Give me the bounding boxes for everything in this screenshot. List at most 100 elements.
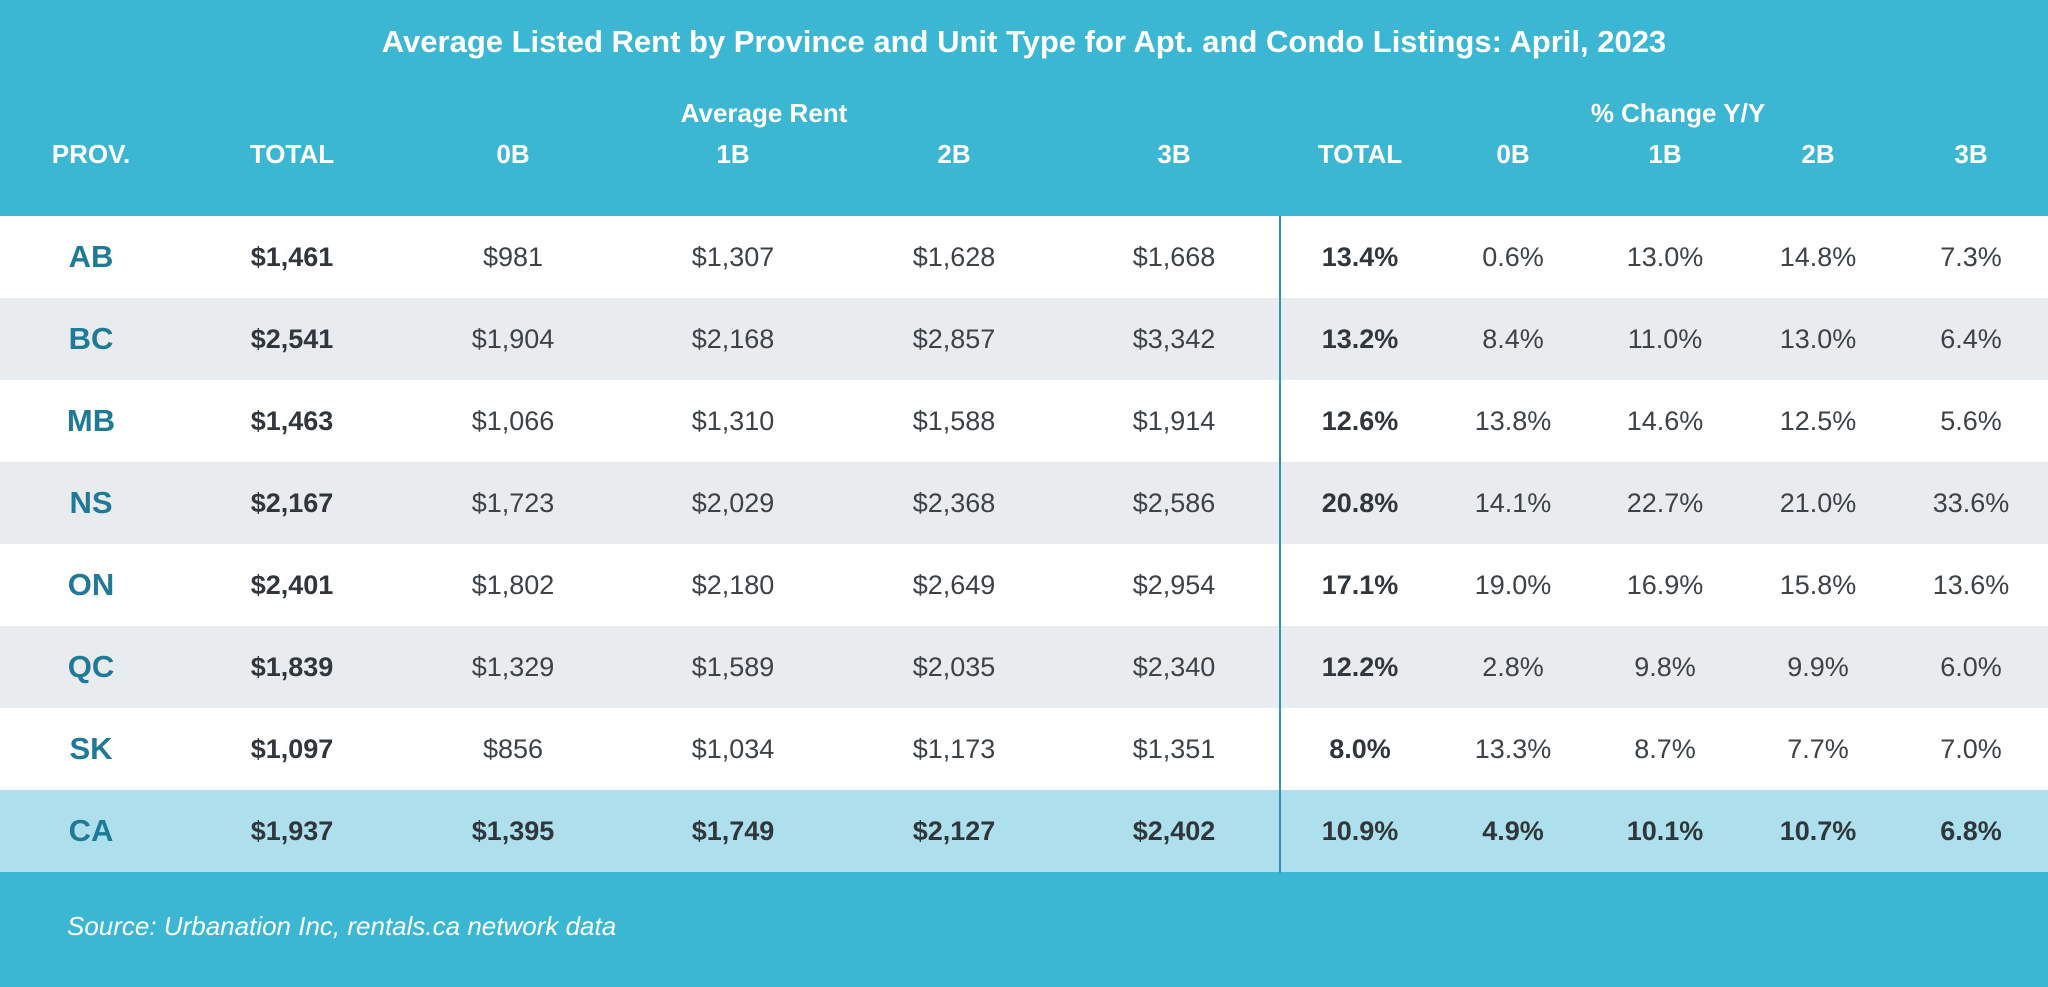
column-header-avg-0b: 0B xyxy=(496,139,530,169)
table-cell-avg-0b: $1,723 xyxy=(471,488,555,518)
table-cell-avg-2b: $1,588 xyxy=(912,406,996,436)
table-row: MB $1,463 $1,066 $1,310 $1,588 $1,914 12.6% 13.… xyxy=(0,380,2048,462)
table-title: Average Listed Rent by Province and Unit… xyxy=(381,24,1667,59)
table-cell-avg-1b: $1,589 xyxy=(691,652,775,682)
table-cell-pct-3b: 7.0% xyxy=(1940,734,2002,764)
table-cell-avg-0b: $856 xyxy=(482,734,544,764)
table-cell-avg-0b: $1,066 xyxy=(471,406,555,436)
table-cell-avg-2b: $2,857 xyxy=(912,324,996,354)
table-row: NS $2,167 $1,723 $2,029 $2,368 $2,586 20.8% 14.… xyxy=(0,462,2048,544)
table-cell-avg-3b: $1,351 xyxy=(1132,734,1216,764)
table-cell-avg-0b: $1,329 xyxy=(471,652,555,682)
table-cell-avg-total: $1,839 xyxy=(250,652,334,682)
table-cell-pct-3b: 13.6% xyxy=(1932,570,2010,600)
table-cell-avg-total: $1,463 xyxy=(250,406,334,436)
section-divider xyxy=(1279,216,1281,873)
table-cell-avg-3b: $2,954 xyxy=(1132,570,1216,600)
table-cell-pct-total: 17.1% xyxy=(1321,570,1399,600)
table-cell-pct-total: 12.6% xyxy=(1321,406,1399,436)
column-header-prov: PROV. xyxy=(51,139,131,169)
table-cell-pct-0b: 13.8% xyxy=(1474,406,1552,436)
table-cell-pct-total: 8.0% xyxy=(1329,734,1391,764)
table-cell-avg-1b: $2,168 xyxy=(691,324,775,354)
table-cell-avg-total: $1,097 xyxy=(250,734,334,764)
table-cell-avg-1b: $2,029 xyxy=(691,488,775,518)
table-cell-pct-total: 13.2% xyxy=(1321,324,1399,354)
table-cell-avg-total: $1,461 xyxy=(250,242,334,272)
table-cell-pct-0b: 13.3% xyxy=(1474,734,1552,764)
table-cell-avg-total: $2,167 xyxy=(250,488,334,518)
table-cell-pct-1b: 14.6% xyxy=(1626,406,1704,436)
table-cell-pct-2b: 10.7% xyxy=(1779,816,1857,846)
table-cell-avg-2b: $1,173 xyxy=(912,734,996,764)
table-cell-avg-3b: $1,668 xyxy=(1132,242,1216,272)
table-row: AB $1,461 $981 $1,307 $1,628 $1,668 13.4% 0.6% 1… xyxy=(0,216,2048,298)
table-cell-avg-total: $1,937 xyxy=(250,816,334,846)
table-cell-avg-0b: $981 xyxy=(482,242,544,272)
table-cell-pct-2b: 13.0% xyxy=(1779,324,1857,354)
table-cell-pct-2b: 14.8% xyxy=(1779,242,1857,272)
table-cell-avg-1b: $1,749 xyxy=(691,816,775,846)
province-code: MB xyxy=(66,403,116,438)
source-note: Source: Urbanation Inc, rentals.ca netwo… xyxy=(67,911,617,941)
table-cell-avg-2b: $2,649 xyxy=(912,570,996,600)
table-cell-avg-0b: $1,802 xyxy=(471,570,555,600)
table-cell-avg-1b: $1,034 xyxy=(691,734,775,764)
table-cell-pct-total: 20.8% xyxy=(1321,488,1399,518)
table-row: BC $2,541 $1,904 $2,168 $2,857 $3,342 13.2% 8.4… xyxy=(0,298,2048,380)
table-row-total: CA $1,937 $1,395 $1,749 $2,127 $2,402 10.9% 4.9… xyxy=(0,790,2048,872)
table-cell-avg-3b: $2,586 xyxy=(1132,488,1216,518)
table-cell-avg-2b: $1,628 xyxy=(912,242,996,272)
table-cell-pct-0b: 0.6% xyxy=(1482,242,1544,272)
province-code: ON xyxy=(67,567,115,602)
table-cell-avg-3b: $3,342 xyxy=(1132,324,1216,354)
group-header-average-rent: Average Rent xyxy=(680,98,848,128)
table-cell-pct-0b: 4.9% xyxy=(1482,816,1544,846)
table-cell-pct-3b: 6.8% xyxy=(1940,816,2002,846)
table-cell-avg-2b: $2,127 xyxy=(912,816,996,846)
table-cell-avg-2b: $2,368 xyxy=(912,488,996,518)
table-row: SK $1,097 $856 $1,034 $1,173 $1,351 8.0% 13.3% 8… xyxy=(0,708,2048,790)
table-cell-pct-1b: 10.1% xyxy=(1626,816,1704,846)
column-header-pct-3b: 3B xyxy=(1954,139,1988,169)
table-cell-pct-0b: 8.4% xyxy=(1482,324,1544,354)
table-cell-pct-total: 10.9% xyxy=(1321,816,1399,846)
province-code: CA xyxy=(68,813,114,848)
column-header-pct-total: TOTAL xyxy=(1317,139,1403,169)
table-cell-pct-0b: 14.1% xyxy=(1474,488,1552,518)
table-cell-pct-2b: 15.8% xyxy=(1779,570,1857,600)
table-cell-pct-2b: 21.0% xyxy=(1779,488,1857,518)
column-header-pct-0b: 0B xyxy=(1496,139,1530,169)
table-cell-pct-total: 13.4% xyxy=(1321,242,1399,272)
column-header-avg-2b: 2B xyxy=(937,139,971,169)
table-cell-pct-3b: 5.6% xyxy=(1940,406,2002,436)
table-row: QC $1,839 $1,329 $1,589 $2,035 $2,340 12.2% 2.8… xyxy=(0,626,2048,708)
table-cell-avg-1b: $2,180 xyxy=(691,570,775,600)
table-cell-avg-3b: $2,340 xyxy=(1132,652,1216,682)
group-header-pct-change: % Change Y/Y xyxy=(1590,98,1766,128)
table-cell-avg-0b: $1,395 xyxy=(471,816,555,846)
table-cell-pct-3b: 7.3% xyxy=(1940,242,2002,272)
table-cell-pct-3b: 6.0% xyxy=(1940,652,2002,682)
table-cell-pct-2b: 12.5% xyxy=(1779,406,1857,436)
province-code: AB xyxy=(68,239,114,274)
table-row: ON $2,401 $1,802 $2,180 $2,649 $2,954 17.1% 19.… xyxy=(0,544,2048,626)
table-body: AB $1,461 $981 $1,307 $1,628 $1,668 13.4% 0.6% 1… xyxy=(0,216,2048,872)
table-cell-pct-1b: 13.0% xyxy=(1626,242,1704,272)
table-cell-pct-3b: 33.6% xyxy=(1932,488,2010,518)
table-cell-avg-0b: $1,904 xyxy=(471,324,555,354)
table-cell-pct-1b: 8.7% xyxy=(1634,734,1696,764)
table-cell-avg-3b: $2,402 xyxy=(1132,816,1216,846)
table-cell-avg-total: $2,401 xyxy=(250,570,334,600)
province-code: SK xyxy=(69,731,113,766)
table-cell-avg-2b: $2,035 xyxy=(912,652,996,682)
province-code: NS xyxy=(69,485,113,520)
table-cell-pct-2b: 9.9% xyxy=(1787,652,1849,682)
table-cell-avg-1b: $1,310 xyxy=(691,406,775,436)
column-header-avg-3b: 3B xyxy=(1157,139,1191,169)
column-header-pct-1b: 1B xyxy=(1648,139,1682,169)
table-cell-pct-1b: 22.7% xyxy=(1626,488,1704,518)
table-cell-pct-1b: 16.9% xyxy=(1626,570,1704,600)
table-cell-avg-total: $2,541 xyxy=(250,324,334,354)
